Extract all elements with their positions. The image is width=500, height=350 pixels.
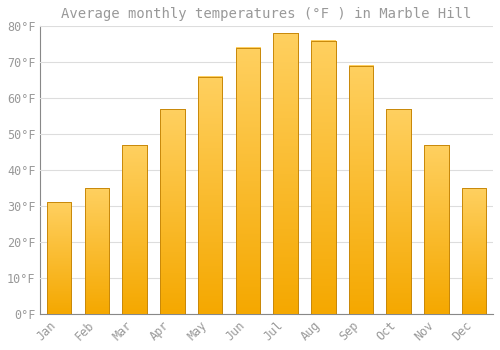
Bar <box>424 145 448 314</box>
Bar <box>424 145 448 314</box>
Bar <box>386 109 411 314</box>
Bar <box>160 109 184 314</box>
Bar <box>311 41 336 314</box>
Bar <box>47 202 72 314</box>
Bar <box>274 34 298 314</box>
Bar <box>462 188 486 314</box>
Bar <box>47 202 72 314</box>
Bar <box>84 188 109 314</box>
Bar <box>348 66 374 314</box>
Bar <box>236 48 260 314</box>
Bar <box>311 41 336 314</box>
Bar <box>122 145 147 314</box>
Title: Average monthly temperatures (°F ) in Marble Hill: Average monthly temperatures (°F ) in Ma… <box>62 7 472 21</box>
Bar <box>122 145 147 314</box>
Bar <box>348 66 374 314</box>
Bar <box>462 188 486 314</box>
Bar <box>198 77 222 314</box>
Bar <box>160 109 184 314</box>
Bar <box>386 109 411 314</box>
Bar <box>236 48 260 314</box>
Bar <box>84 188 109 314</box>
Bar <box>198 77 222 314</box>
Bar <box>274 34 298 314</box>
